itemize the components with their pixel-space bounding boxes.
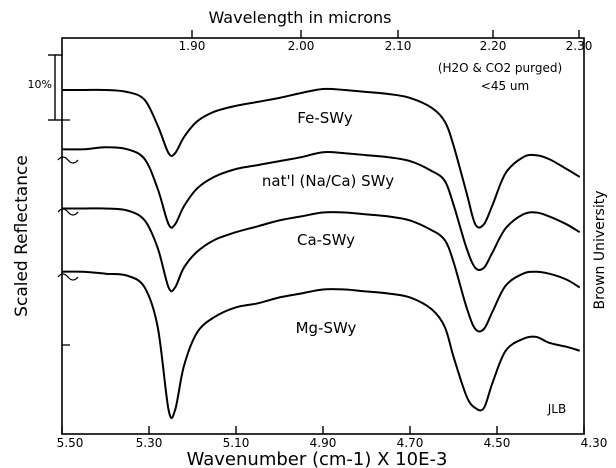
- bottom-tick-label-1: 5.30: [136, 436, 163, 450]
- bottom-tick-label-5: 4.50: [484, 436, 511, 450]
- bottom-ticks: 5.50 5.30 5.10 4.90 4.70 4.50 4.30: [57, 426, 608, 450]
- institution-label: Brown University: [592, 190, 608, 309]
- left-ticks: [62, 119, 70, 346]
- series-label-ca-swy: Ca-SWy: [297, 231, 355, 249]
- bottom-tick-label-2: 5.10: [223, 436, 250, 450]
- bottom-tick-label-6: 4.30: [581, 436, 608, 450]
- scale-bar: 10%: [28, 54, 62, 121]
- series-line-fe-swy: [62, 87, 581, 229]
- top-tick-label-3: 2.20: [480, 39, 507, 53]
- top-tick-label-1: 2.00: [288, 39, 315, 53]
- bottom-tick-label-4: 4.70: [397, 436, 424, 450]
- break-marks: [57, 156, 79, 281]
- series-line-mg-swy: [61, 270, 580, 419]
- series-label-mg-swy: Mg-SWy: [296, 319, 357, 337]
- series-label-natl-swy: nat'l (Na/Ca) SWy: [262, 172, 394, 190]
- condition-note-1: (H2O & CO2 purged): [438, 61, 562, 75]
- top-tick-label-0: 1.90: [179, 39, 206, 53]
- bottom-axis-label: Wavenumber (cm-1) X 10E-3: [187, 449, 448, 468]
- condition-note-2: <45 um: [481, 79, 529, 93]
- top-axis-label: Wavelength in microns: [209, 8, 392, 27]
- top-ticks: 1.90 2.00 2.10 2.20 2.30: [179, 30, 593, 53]
- series-label-fe-swy: Fe-SWy: [297, 109, 353, 127]
- series-line-ca-swy: [61, 207, 581, 333]
- top-tick-label-2: 2.10: [385, 39, 412, 53]
- series-group: [61, 87, 581, 419]
- y-axis-label: Scaled Reflectance: [12, 155, 32, 317]
- top-tick-label-4: 2.30: [566, 39, 593, 53]
- scale-bar-label: 10%: [28, 78, 52, 91]
- initials-label: JLB: [547, 402, 566, 416]
- bottom-tick-label-3: 4.90: [310, 436, 337, 450]
- series-line-natl-swy: [61, 146, 581, 272]
- bottom-tick-label-0: 5.50: [57, 436, 84, 450]
